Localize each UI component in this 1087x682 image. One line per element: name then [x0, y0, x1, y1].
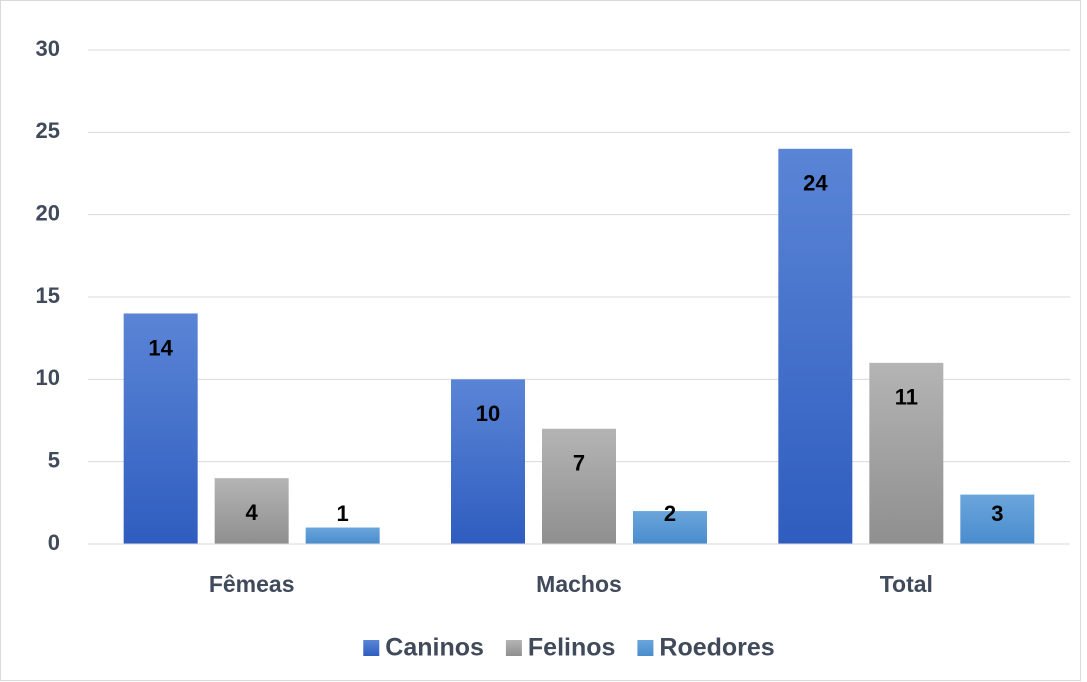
- legend-label: Felinos: [528, 634, 616, 662]
- legend-swatch: [637, 640, 654, 656]
- data-label: 24: [803, 171, 828, 196]
- y-tick-label: 10: [36, 365, 60, 390]
- x-tick-label: Total: [880, 571, 933, 597]
- data-label: 3: [991, 501, 1003, 526]
- y-tick-label: 5: [48, 447, 60, 472]
- data-label: 2: [664, 501, 676, 526]
- y-tick-label: 30: [36, 36, 60, 61]
- data-label: 7: [573, 451, 585, 476]
- bar: [778, 148, 853, 545]
- bar: [633, 511, 707, 544]
- legend-label: Caninos: [385, 634, 484, 662]
- bar: [123, 313, 198, 544]
- y-tick-label: 0: [48, 530, 60, 555]
- x-tick-label: Fêmeas: [209, 571, 295, 597]
- legend-label: Roedores: [659, 634, 774, 662]
- bar: [960, 494, 1035, 544]
- x-tick-label: Machos: [536, 571, 622, 597]
- legend-swatch: [505, 640, 522, 656]
- data-label: 14: [148, 335, 173, 360]
- y-tick-label: 25: [36, 118, 60, 143]
- data-label: 1: [337, 501, 349, 526]
- data-label: 4: [246, 500, 259, 525]
- bar: [305, 527, 380, 544]
- bar: [542, 428, 616, 544]
- y-tick-label: 15: [36, 283, 60, 308]
- bar: [869, 362, 944, 544]
- bar: [451, 379, 525, 544]
- y-tick-label: 20: [36, 200, 60, 225]
- data-label: 11: [895, 385, 918, 410]
- legend-swatch: [363, 640, 380, 656]
- data-label: 10: [476, 401, 500, 426]
- bar: [214, 478, 289, 544]
